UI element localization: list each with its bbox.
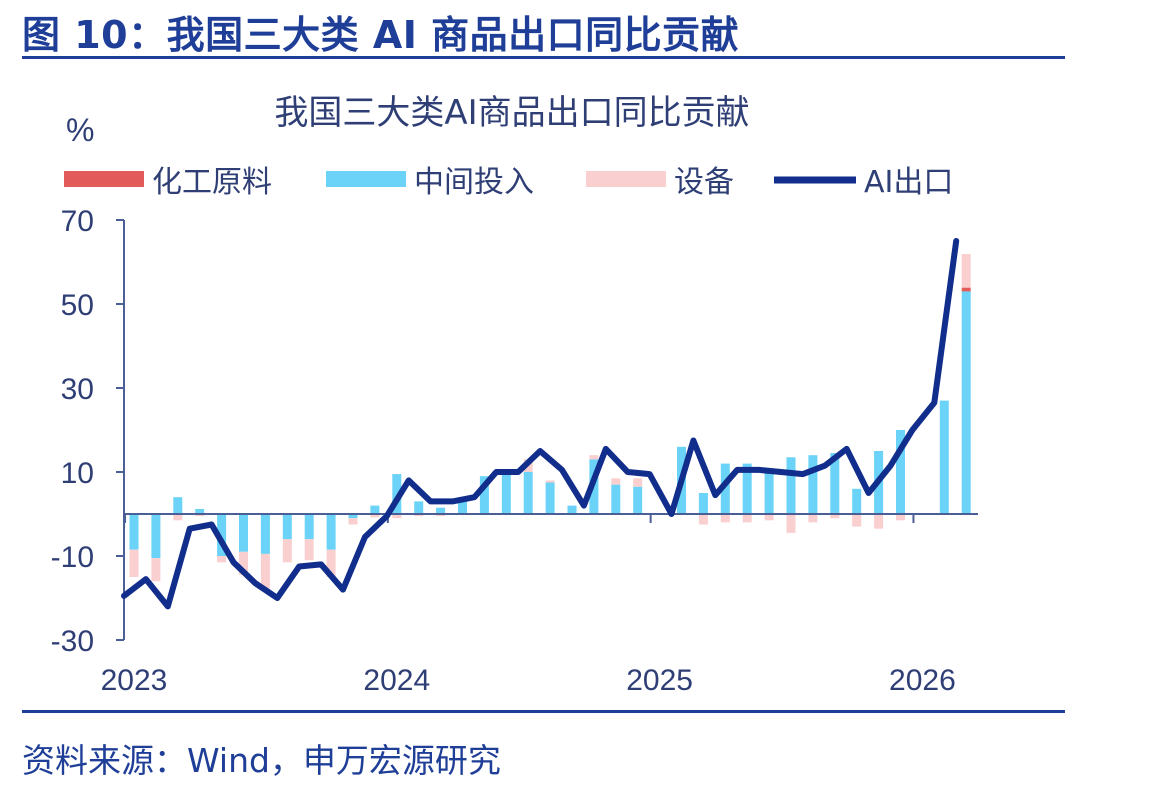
bar-intermediate — [567, 505, 577, 514]
bar-intermediate — [414, 501, 424, 514]
ai-export-line-layer — [121, 238, 960, 610]
bar-equipment — [698, 514, 708, 525]
bar-intermediate — [501, 474, 511, 514]
bar-equipment — [326, 549, 336, 577]
bar-intermediate — [260, 514, 270, 554]
legend: 化工原料 中间投入 设备 AI出口 — [64, 165, 953, 200]
bar-intermediate — [633, 486, 643, 514]
bar-intermediate — [611, 484, 621, 514]
bar-equipment — [370, 514, 380, 518]
bar-intermediate — [217, 514, 227, 556]
bar-equipment — [852, 514, 862, 527]
bar-equipment — [195, 514, 205, 517]
bar-intermediate — [129, 514, 139, 550]
bar-intermediate — [304, 514, 314, 540]
y-axis: 70 50 30 10 -10 -30 — [51, 205, 125, 658]
bar-chemical — [961, 287, 971, 292]
bar-intermediate — [808, 455, 818, 514]
bar-equipment — [830, 514, 840, 519]
bar-intermediate — [896, 430, 905, 514]
bar-intermediate — [939, 400, 949, 514]
bars-layer — [129, 254, 971, 590]
bar-equipment — [961, 254, 971, 288]
bar-equipment — [786, 514, 796, 533]
y-tick-label: 10 — [61, 457, 94, 490]
bar-intermediate — [830, 453, 840, 514]
bar-intermediate — [436, 507, 446, 514]
bar-equipment — [304, 539, 314, 561]
y-tick-label: -10 — [51, 541, 94, 574]
x-tick-label: 2023 — [101, 664, 168, 697]
bar-intermediate — [742, 463, 752, 514]
bar-intermediate — [479, 476, 489, 514]
legend-swatch-equipment — [586, 171, 666, 187]
legend-swatch-chemical — [64, 171, 144, 187]
bar-equipment — [348, 518, 358, 525]
bar-equipment — [260, 553, 270, 590]
bar-equipment — [151, 558, 161, 582]
bar-intermediate — [392, 474, 402, 514]
bar-intermediate — [173, 497, 183, 514]
bar-equipment — [742, 514, 752, 523]
bar-equipment — [764, 514, 774, 521]
ai-export-line — [121, 238, 960, 610]
y-tick-label: 30 — [61, 373, 94, 406]
top-rule — [22, 56, 1065, 59]
bar-equipment — [720, 514, 730, 523]
bar-intermediate — [458, 497, 467, 514]
chart-title: 我国三大类AI商品出口同比贡献 — [274, 93, 749, 133]
bar-intermediate — [282, 514, 292, 540]
y-tick-label: -30 — [51, 625, 94, 658]
bar-equipment — [436, 514, 446, 517]
bar-intermediate — [348, 514, 358, 519]
bar-equipment — [173, 514, 183, 521]
bar-equipment — [282, 539, 292, 563]
bar-intermediate — [961, 291, 971, 514]
legend-label-ai-export: AI出口 — [864, 165, 953, 200]
x-tick-label: 2024 — [363, 664, 430, 697]
bar-equipment — [545, 480, 555, 483]
bar-intermediate — [151, 514, 161, 559]
bar-equipment — [392, 514, 402, 519]
source-note: 资料来源：Wind，申万宏源研究 — [22, 741, 501, 780]
x-axis: 2023 2024 2025 2026 — [101, 513, 978, 697]
x-tick-label: 2026 — [889, 664, 956, 697]
bar-equipment — [217, 556, 227, 563]
legend-label-intermediate: 中间投入 — [414, 165, 534, 200]
bar-equipment — [896, 514, 905, 521]
bar-equipment — [808, 514, 818, 523]
bar-intermediate — [764, 469, 774, 514]
bar-equipment — [874, 514, 884, 529]
bar-intermediate — [195, 508, 205, 514]
legend-swatch-intermediate — [326, 171, 406, 187]
bar-equipment — [589, 455, 599, 460]
bar-equipment — [129, 549, 139, 577]
figure-title: 图 10：我国三大类 AI 商品出口同比贡献 — [22, 13, 740, 57]
bar-intermediate — [370, 505, 380, 514]
bar-intermediate — [239, 514, 248, 552]
y-axis-unit: % — [66, 112, 94, 148]
bar-intermediate — [523, 472, 533, 514]
legend-label-equipment: 设备 — [674, 165, 734, 200]
bar-equipment — [633, 478, 643, 487]
bar-intermediate — [852, 488, 862, 514]
bar-equipment — [414, 514, 424, 517]
bar-equipment — [611, 478, 621, 485]
bottom-rule — [22, 710, 1065, 713]
y-tick-label: 70 — [61, 205, 94, 238]
bar-equipment — [239, 551, 248, 575]
bar-intermediate — [545, 482, 555, 514]
y-tick-label: 50 — [61, 289, 94, 322]
legend-label-chemical: 化工原料 — [152, 165, 272, 200]
bar-intermediate — [698, 493, 708, 514]
bar-intermediate — [786, 457, 796, 514]
bar-intermediate — [720, 463, 730, 514]
bar-intermediate — [326, 514, 336, 550]
x-tick-label: 2025 — [626, 664, 693, 697]
